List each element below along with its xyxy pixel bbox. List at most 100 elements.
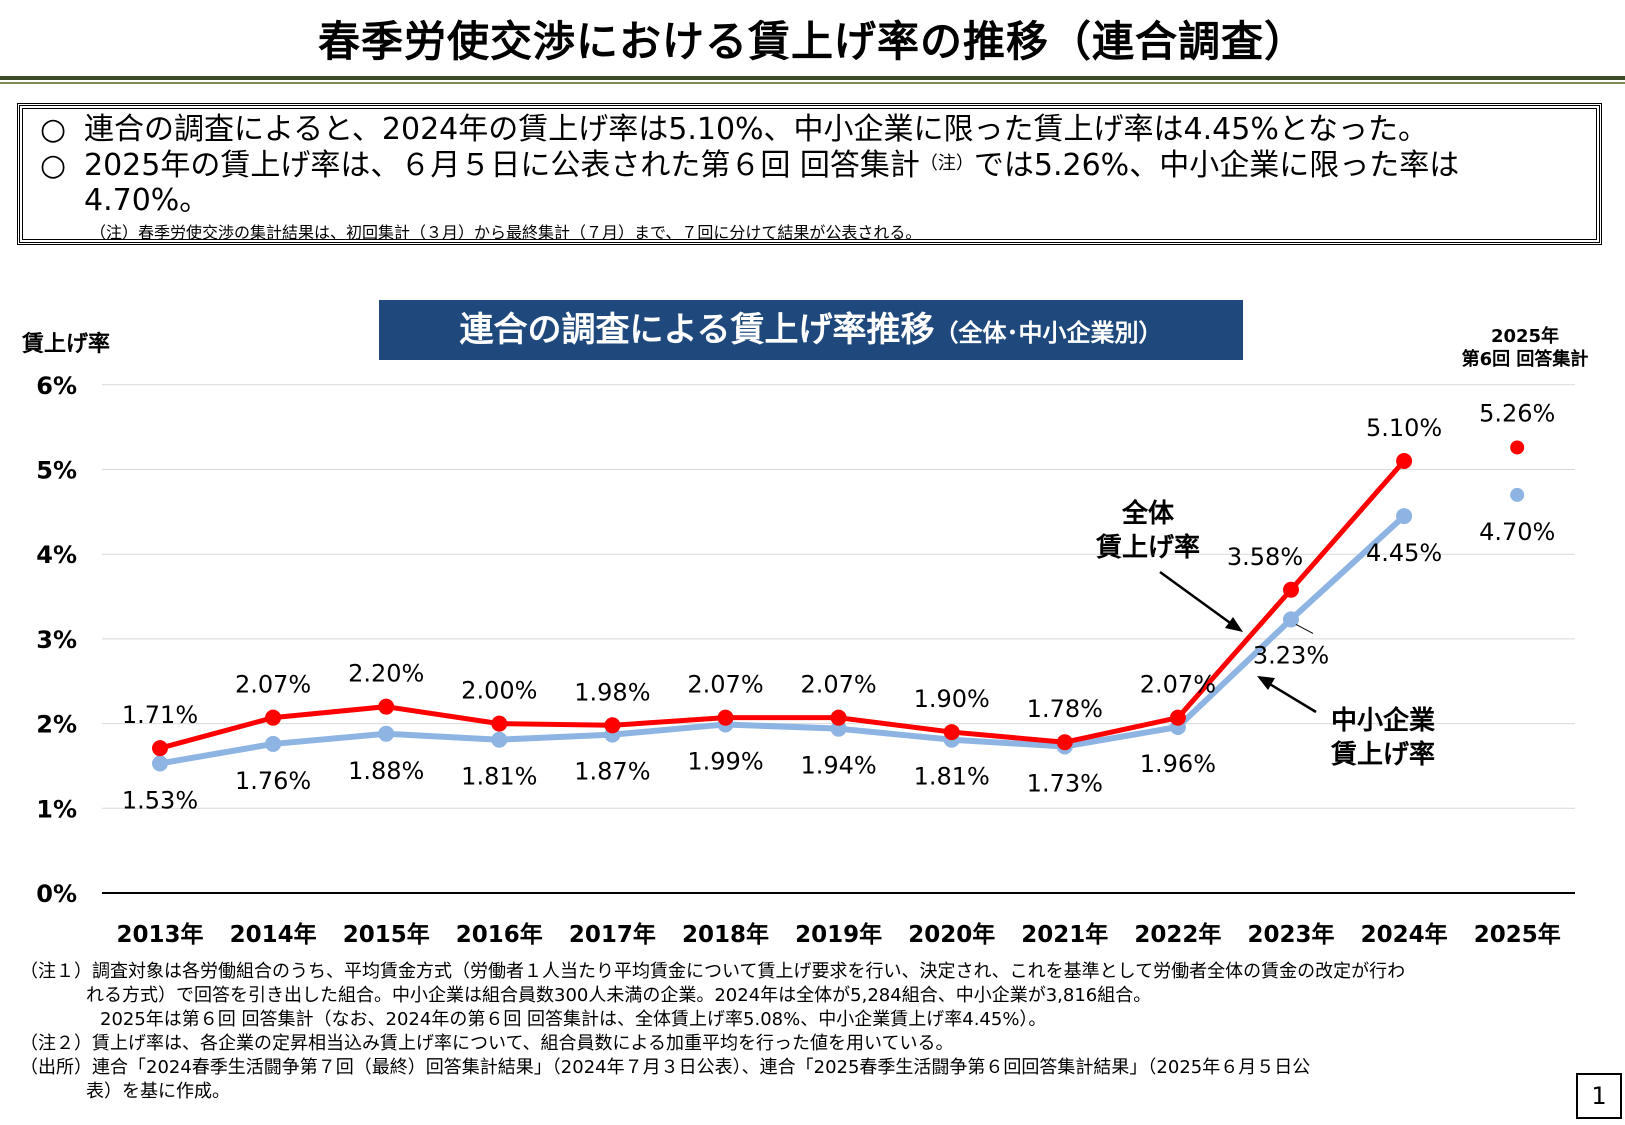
y-tick-label: 6% — [36, 372, 77, 400]
x-tick-label: 2021年 — [1021, 921, 1108, 948]
data-label-total: 5.10% — [1366, 414, 1442, 442]
summary-line-2: ○ 2025年の賃上げ率は、６月５日に公表された第６回 回答集計（注）では5.26… — [40, 149, 1600, 183]
data-label-total: 1.78% — [1027, 695, 1103, 723]
data-label-total: 5.26% — [1479, 399, 1555, 427]
x-tick-label: 2013年 — [116, 921, 203, 948]
title-rule — [0, 76, 1625, 80]
data-label-sme: 1.76% — [235, 767, 311, 795]
annotation-total-arrow — [1159, 570, 1234, 627]
chart-title-sub: （全体･中小企業別） — [934, 319, 1163, 347]
data-label-sme: 1.87% — [574, 758, 650, 786]
summary-line-1: ○ 連合の調査によると、2024年の賃上げ率は5.10%、中小企業に限った賃上げ率… — [40, 113, 1428, 147]
footnote-marker: （注） — [919, 153, 974, 174]
arrowhead-icon — [1225, 617, 1243, 632]
x-tick-label: 2022年 — [1134, 921, 1221, 948]
point-total — [1169, 709, 1186, 726]
note-1-cont2: 2025年は第６回 回答集計（なお、2024年の第６回 回答集計は、全体賃上げ率… — [100, 1009, 1047, 1030]
point-sme — [378, 725, 395, 742]
note-2: （注２）賃上げ率は、各企業の定昇相当込み賃上げ率について、組合員数による加重平均… — [20, 1033, 954, 1054]
data-label-total: 1.98% — [574, 678, 650, 706]
note-1-cont: れる方式）で回答を引き出した組合。中小企業は組合員数300人未満の企業。2024… — [86, 985, 1152, 1006]
annotation-total-line2: 賃上げ率 — [1095, 532, 1200, 563]
note-source-cont: 表）を基に作成。 — [86, 1081, 230, 1102]
leader-line — [1295, 623, 1314, 634]
point-total — [378, 698, 395, 715]
data-label-sme: 1.53% — [122, 786, 198, 814]
point-total — [943, 724, 960, 741]
y-tick-label: 1% — [36, 795, 77, 823]
x-tick-label: 2015年 — [343, 921, 430, 948]
point-total — [491, 715, 508, 732]
annotation-sme-line1: 中小企業 — [1331, 705, 1435, 736]
summary-note: （注）春季労使交渉の集計結果は、初回集計（３月）から最終集計（７月）まで、７回に… — [90, 223, 922, 242]
data-label-sme: 1.88% — [348, 757, 424, 785]
data-label-total: 2.07% — [235, 671, 311, 699]
data-label-total: 2.07% — [687, 671, 763, 699]
page-title: 春季労使交渉における賃上げ率の推移（連合調査） — [317, 17, 1307, 66]
x-tick-label: 2020年 — [908, 921, 995, 948]
data-label-total: 1.71% — [122, 701, 198, 729]
data-label-sme: 1.94% — [800, 752, 876, 780]
y-axis-title: 賃上げ率 — [22, 332, 111, 357]
title-rule-thin — [0, 82, 1625, 84]
point-sme — [1283, 611, 1299, 628]
point-sme — [830, 720, 847, 737]
x-tick-label: 2019年 — [795, 921, 882, 948]
x-tick-label: 2016年 — [456, 921, 543, 948]
point-sme — [491, 731, 508, 748]
y-tick-label: 5% — [36, 457, 77, 485]
point-sme — [1510, 487, 1525, 502]
point-total — [1283, 581, 1299, 598]
x-tick-label: 2024年 — [1361, 921, 1448, 948]
point-total — [1396, 453, 1413, 470]
line-chart: 0% 1% 2% 3% 4% 5% 6% 2013年 2014年 2015年 2016年 2017年 2… — [36, 372, 1575, 948]
data-label-total: 2.00% — [461, 677, 537, 705]
tag-2025: 2025年 第6回 回答集計 — [1440, 325, 1610, 371]
summary-line-2-text-b: では5.26%、中小企業に限った率は — [973, 148, 1460, 183]
annotation-total-line1: 全体 — [1121, 498, 1175, 529]
chart-title-main: 連合の調査による賃上げ率推移 — [459, 310, 935, 350]
series-line-sme — [159, 513, 1407, 767]
data-label-sme: 1.96% — [1140, 750, 1216, 778]
summary-line-2-continued: 4.70%。 — [84, 183, 210, 218]
point-total — [265, 709, 282, 726]
x-tick-label: 2025年 — [1474, 921, 1561, 948]
x-tick-label: 2014年 — [230, 921, 317, 948]
y-tick-label: 4% — [36, 541, 77, 569]
summary-line-1-text: 連合の調査によると、2024年の賃上げ率は5.10%、中小企業に限った賃上げ率は… — [84, 112, 1428, 147]
summary-line-2-text-a: 2025年の賃上げ率は、６月５日に公表された第６回 回答集計 — [84, 148, 920, 183]
data-label-total: 2.20% — [348, 660, 424, 688]
data-label-total: 3.58% — [1227, 543, 1303, 571]
point-sme — [265, 735, 282, 752]
point-sme — [1396, 508, 1413, 525]
point-total — [1056, 734, 1073, 751]
page-number: 1 — [1576, 1073, 1622, 1119]
point-total — [830, 709, 847, 726]
point-total — [604, 717, 621, 734]
tag-2025-line2: 第6回 回答集計 — [1461, 349, 1589, 370]
bullet-circle-icon: ○ — [40, 112, 67, 147]
y-tick-label: 3% — [36, 626, 77, 654]
point-total — [1510, 440, 1525, 455]
footnotes: （注１）調査対象は各労働組合のうち、平均賃金方式（労働者１人当たり平均賃金につい… — [20, 960, 1580, 1104]
series-line-total — [159, 459, 1406, 751]
data-label-sme: 1.81% — [914, 763, 990, 791]
summary-box: ○ 連合の調査によると、2024年の賃上げ率は5.10%、中小企業に限った賃上げ率… — [17, 103, 1602, 245]
data-label-sme: 1.81% — [461, 763, 537, 791]
data-label-sme: 1.99% — [687, 747, 763, 775]
data-label-total: 2.07% — [1140, 671, 1216, 699]
x-tick-label: 2023年 — [1247, 921, 1334, 948]
point-total — [152, 740, 168, 757]
annotation-sme-arrow — [1267, 681, 1317, 714]
bullet-circle-icon: ○ — [40, 148, 67, 183]
data-label-sme: 4.45% — [1366, 539, 1442, 567]
point-total — [717, 709, 734, 726]
note-1: （注１）調査対象は各労働組合のうち、平均賃金方式（労働者１人当たり平均賃金につい… — [20, 961, 1406, 982]
data-label-sme: 3.23% — [1253, 641, 1329, 669]
data-label-total: 1.90% — [914, 685, 990, 713]
note-source: （出所）連合「2024春季生活闘争第７回（最終）回答集計結果」（2024年７月３… — [20, 1057, 1311, 1078]
x-tick-label: 2018年 — [682, 921, 769, 948]
data-label-sme: 1.73% — [1027, 769, 1103, 797]
data-label-total: 2.07% — [800, 671, 876, 699]
data-label-sme: 4.70% — [1479, 518, 1555, 546]
